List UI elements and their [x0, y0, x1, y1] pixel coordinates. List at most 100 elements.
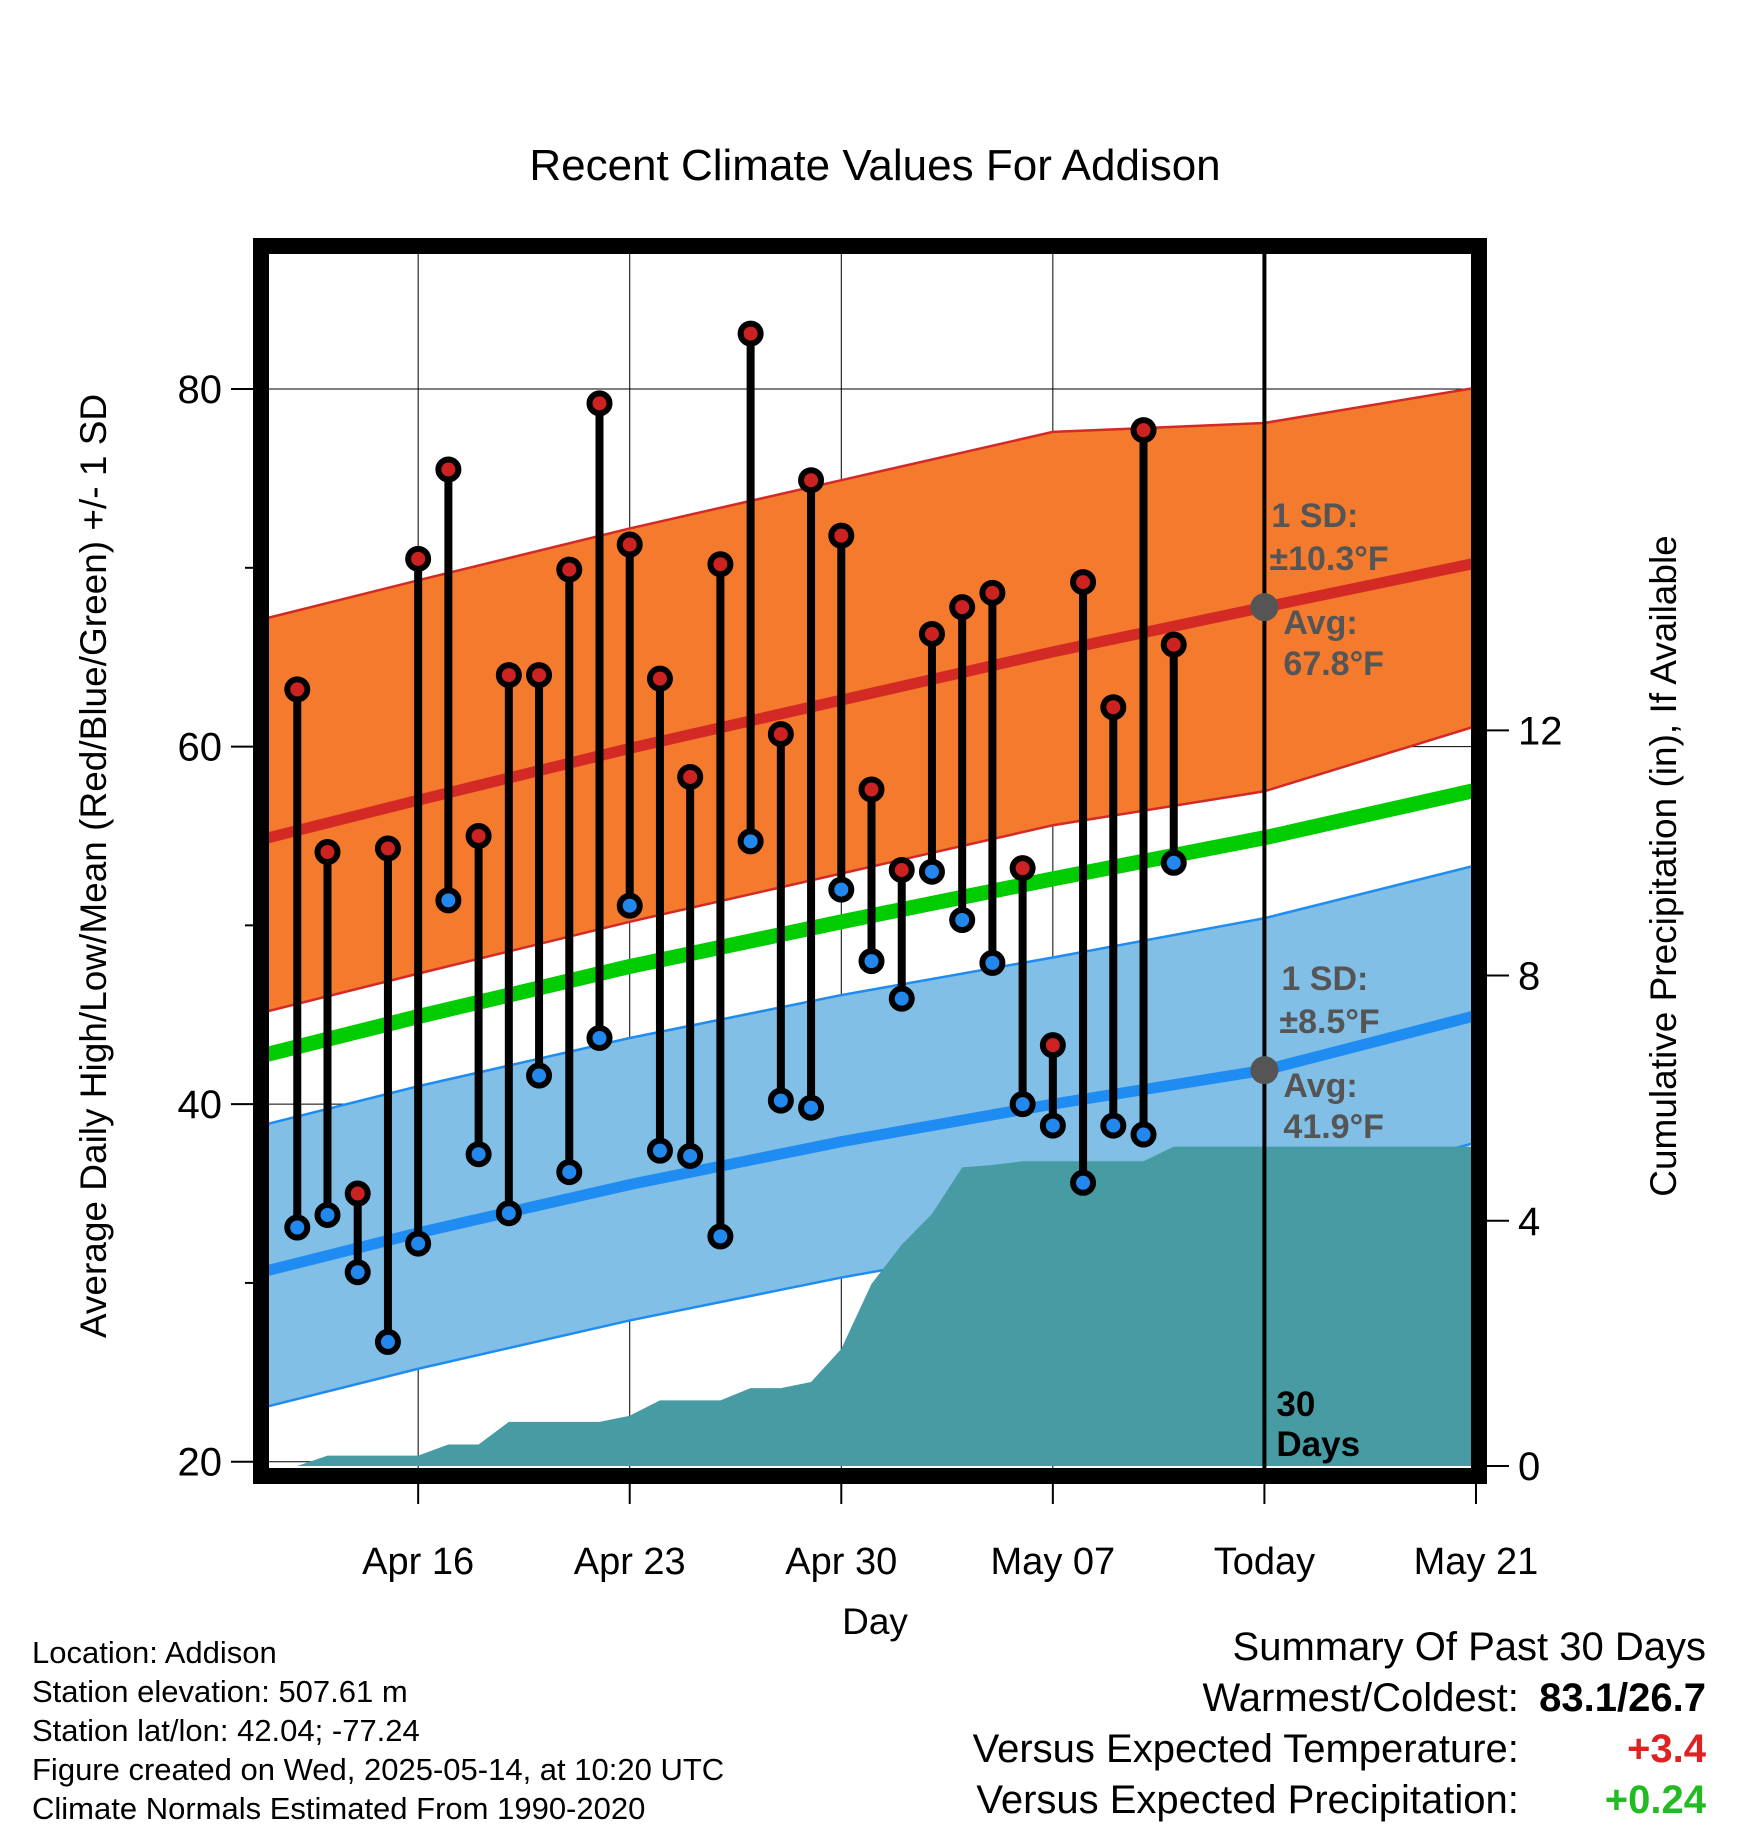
summary-temp-value: +3.4 [1627, 1727, 1706, 1771]
low-temp-point [1039, 1112, 1066, 1139]
low-temp-point [737, 828, 764, 855]
high-temp-point [314, 839, 341, 866]
high-temp-point [737, 320, 764, 347]
x-tick-label: May 07 [991, 1541, 1116, 1583]
high-temp-point [979, 579, 1006, 606]
x-tick-label: Apr 30 [785, 1541, 897, 1583]
high-temp-point [1160, 631, 1187, 658]
summary-panel: Summary Of Past 30 Days Warmest/Coldest:… [973, 1622, 1706, 1826]
high-temp-point [435, 456, 462, 483]
low-temp-point [1100, 1112, 1127, 1139]
low-temp-point [1009, 1091, 1036, 1118]
y2-tick-label: 12 [1518, 709, 1563, 753]
high-temp-point [798, 467, 825, 494]
high-temp-point [526, 662, 553, 689]
high-temp-point [495, 662, 522, 689]
high-temp-point [556, 556, 583, 583]
low-temp-point [767, 1087, 794, 1114]
low-temp-point [918, 858, 945, 885]
summary-warmest-value: 83.1/26.7 [1539, 1676, 1706, 1720]
high-sd-value: ±10.3°F [1269, 540, 1388, 578]
low-temp-point [526, 1062, 553, 1089]
x-tick-label: Apr 16 [362, 1541, 474, 1583]
axes: 20 40 60 80 0 4 8 12 Apr 16 Apr 23 Apr 30 May 07 Tod… [178, 238, 1563, 1583]
high-temp-point [1039, 1032, 1066, 1059]
low-avg-label: Avg: [1283, 1067, 1357, 1105]
y-tick-label: 40 [178, 1083, 223, 1127]
info-latlon: Station lat/lon: 42.04; -77.24 [32, 1713, 420, 1748]
y2-tick-label: 4 [1518, 1200, 1540, 1244]
high-temp-point [344, 1180, 371, 1207]
summary-precip-label: Versus Expected Precipitation: [976, 1778, 1519, 1822]
high-temp-point [918, 620, 945, 647]
high-temp-point [1100, 694, 1127, 721]
low-temp-point [858, 948, 885, 975]
x-tick-label: Today [1214, 1541, 1315, 1583]
low-avg-dot [1250, 1056, 1279, 1085]
low-temp-point [616, 892, 643, 919]
high-temp-point [586, 390, 613, 417]
precip-area [261, 1146, 1479, 1466]
low-sd-label: 1 SD: [1281, 960, 1368, 998]
low-temp-point [495, 1200, 522, 1227]
summary-precip-value: +0.24 [1604, 1778, 1706, 1822]
high-temp-point [1070, 569, 1097, 596]
station-info: Location: Addison Station elevation: 507… [32, 1633, 724, 1828]
low-temp-point [344, 1259, 371, 1286]
low-temp-point [798, 1094, 825, 1121]
low-temp-point [828, 876, 855, 903]
low-temp-point [586, 1024, 613, 1051]
summary-warmest-label: Warmest/Coldest: [1202, 1676, 1519, 1720]
summary-temp-row: Versus Expected Temperature: +3.4 [973, 1724, 1706, 1775]
low-temp-point [1070, 1169, 1097, 1196]
x-axis-title: Day [842, 1601, 908, 1642]
y2-axis-title: Cumulative Precipitation (in), If Availa… [1643, 535, 1684, 1197]
low-temp-point [646, 1137, 673, 1164]
chart-title: Recent Climate Values For Addison [529, 141, 1220, 190]
high-temp-point [465, 822, 492, 849]
low-temp-point [405, 1230, 432, 1257]
high-avg-dot [1250, 593, 1279, 622]
low-temp-point [314, 1201, 341, 1228]
low-temp-point [979, 949, 1006, 976]
high-temp-point [405, 545, 432, 572]
today-days-label: Days [1276, 1425, 1360, 1464]
info-elevation: Station elevation: 507.61 m [32, 1674, 408, 1709]
x-tick-label: Apr 23 [574, 1541, 686, 1583]
low-temp-point [677, 1142, 704, 1169]
high-temp-point [707, 551, 734, 578]
high-avg-label: Avg: [1283, 604, 1357, 642]
info-created: Figure created on Wed, 2025-05-14, at 10… [32, 1752, 725, 1787]
high-temp-point [828, 522, 855, 549]
high-temp-point [374, 835, 401, 862]
y-tick-label: 60 [178, 726, 223, 770]
high-temp-point [1009, 855, 1036, 882]
high-temp-point [858, 776, 885, 803]
today-days-number: 30 [1276, 1385, 1315, 1424]
summary-warmest-row: Warmest/Coldest: 83.1/26.7 [973, 1673, 1707, 1724]
low-temp-point [465, 1141, 492, 1168]
x-tick-label: May 21 [1414, 1541, 1539, 1583]
high-sd-label: 1 SD: [1271, 497, 1358, 535]
high-temp-point [767, 721, 794, 748]
high-temp-point [1130, 417, 1157, 444]
summary-title: Summary Of Past 30 Days [1232, 1625, 1706, 1669]
low-temp-point [284, 1214, 311, 1241]
high-temp-point [616, 531, 643, 558]
high-temp-point [677, 763, 704, 790]
y2-tick-label: 8 [1518, 955, 1540, 999]
low-avg-value: 41.9°F [1283, 1108, 1384, 1146]
y2-tick-label: 0 [1518, 1445, 1540, 1489]
high-temp-point [888, 856, 915, 883]
plot-frame [253, 238, 1487, 1484]
low-temp-point [374, 1328, 401, 1355]
info-normals: Climate Normals Estimated From 1990-2020 [32, 1791, 646, 1826]
low-temp-point [707, 1223, 734, 1250]
y-tick-label: 20 [178, 1441, 223, 1485]
high-temp-point [284, 676, 311, 703]
low-temp-point [556, 1159, 583, 1186]
low-temp-point [1160, 849, 1187, 876]
high-temp-point [646, 665, 673, 692]
